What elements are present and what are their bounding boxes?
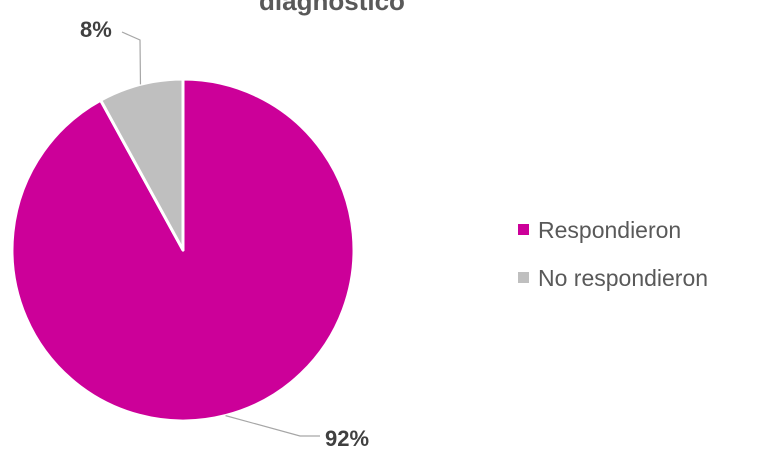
legend-swatch-respondieron [518, 224, 529, 235]
pie-slice-no-respondieron [99, 77, 185, 252]
leader-line-respondieron [225, 415, 320, 437]
pie-slices [10, 77, 356, 423]
data-label-respondieron: 92% [325, 426, 369, 451]
data-labels: 92% 8% [80, 17, 369, 451]
legend-swatch-no-respondieron [518, 272, 529, 283]
pie-slice-respondieron [10, 77, 356, 423]
legend-label-no-respondieron: No respondieron [538, 265, 708, 291]
data-label-no-respondieron: 8% [80, 17, 112, 42]
leader-lines [121, 31, 320, 437]
chart-title: diagnóstico [259, 0, 405, 16]
legend-label-respondieron: Respondieron [538, 217, 681, 243]
legend: Respondieron No respondieron [518, 217, 708, 291]
leader-line-no-respondieron [121, 31, 142, 85]
